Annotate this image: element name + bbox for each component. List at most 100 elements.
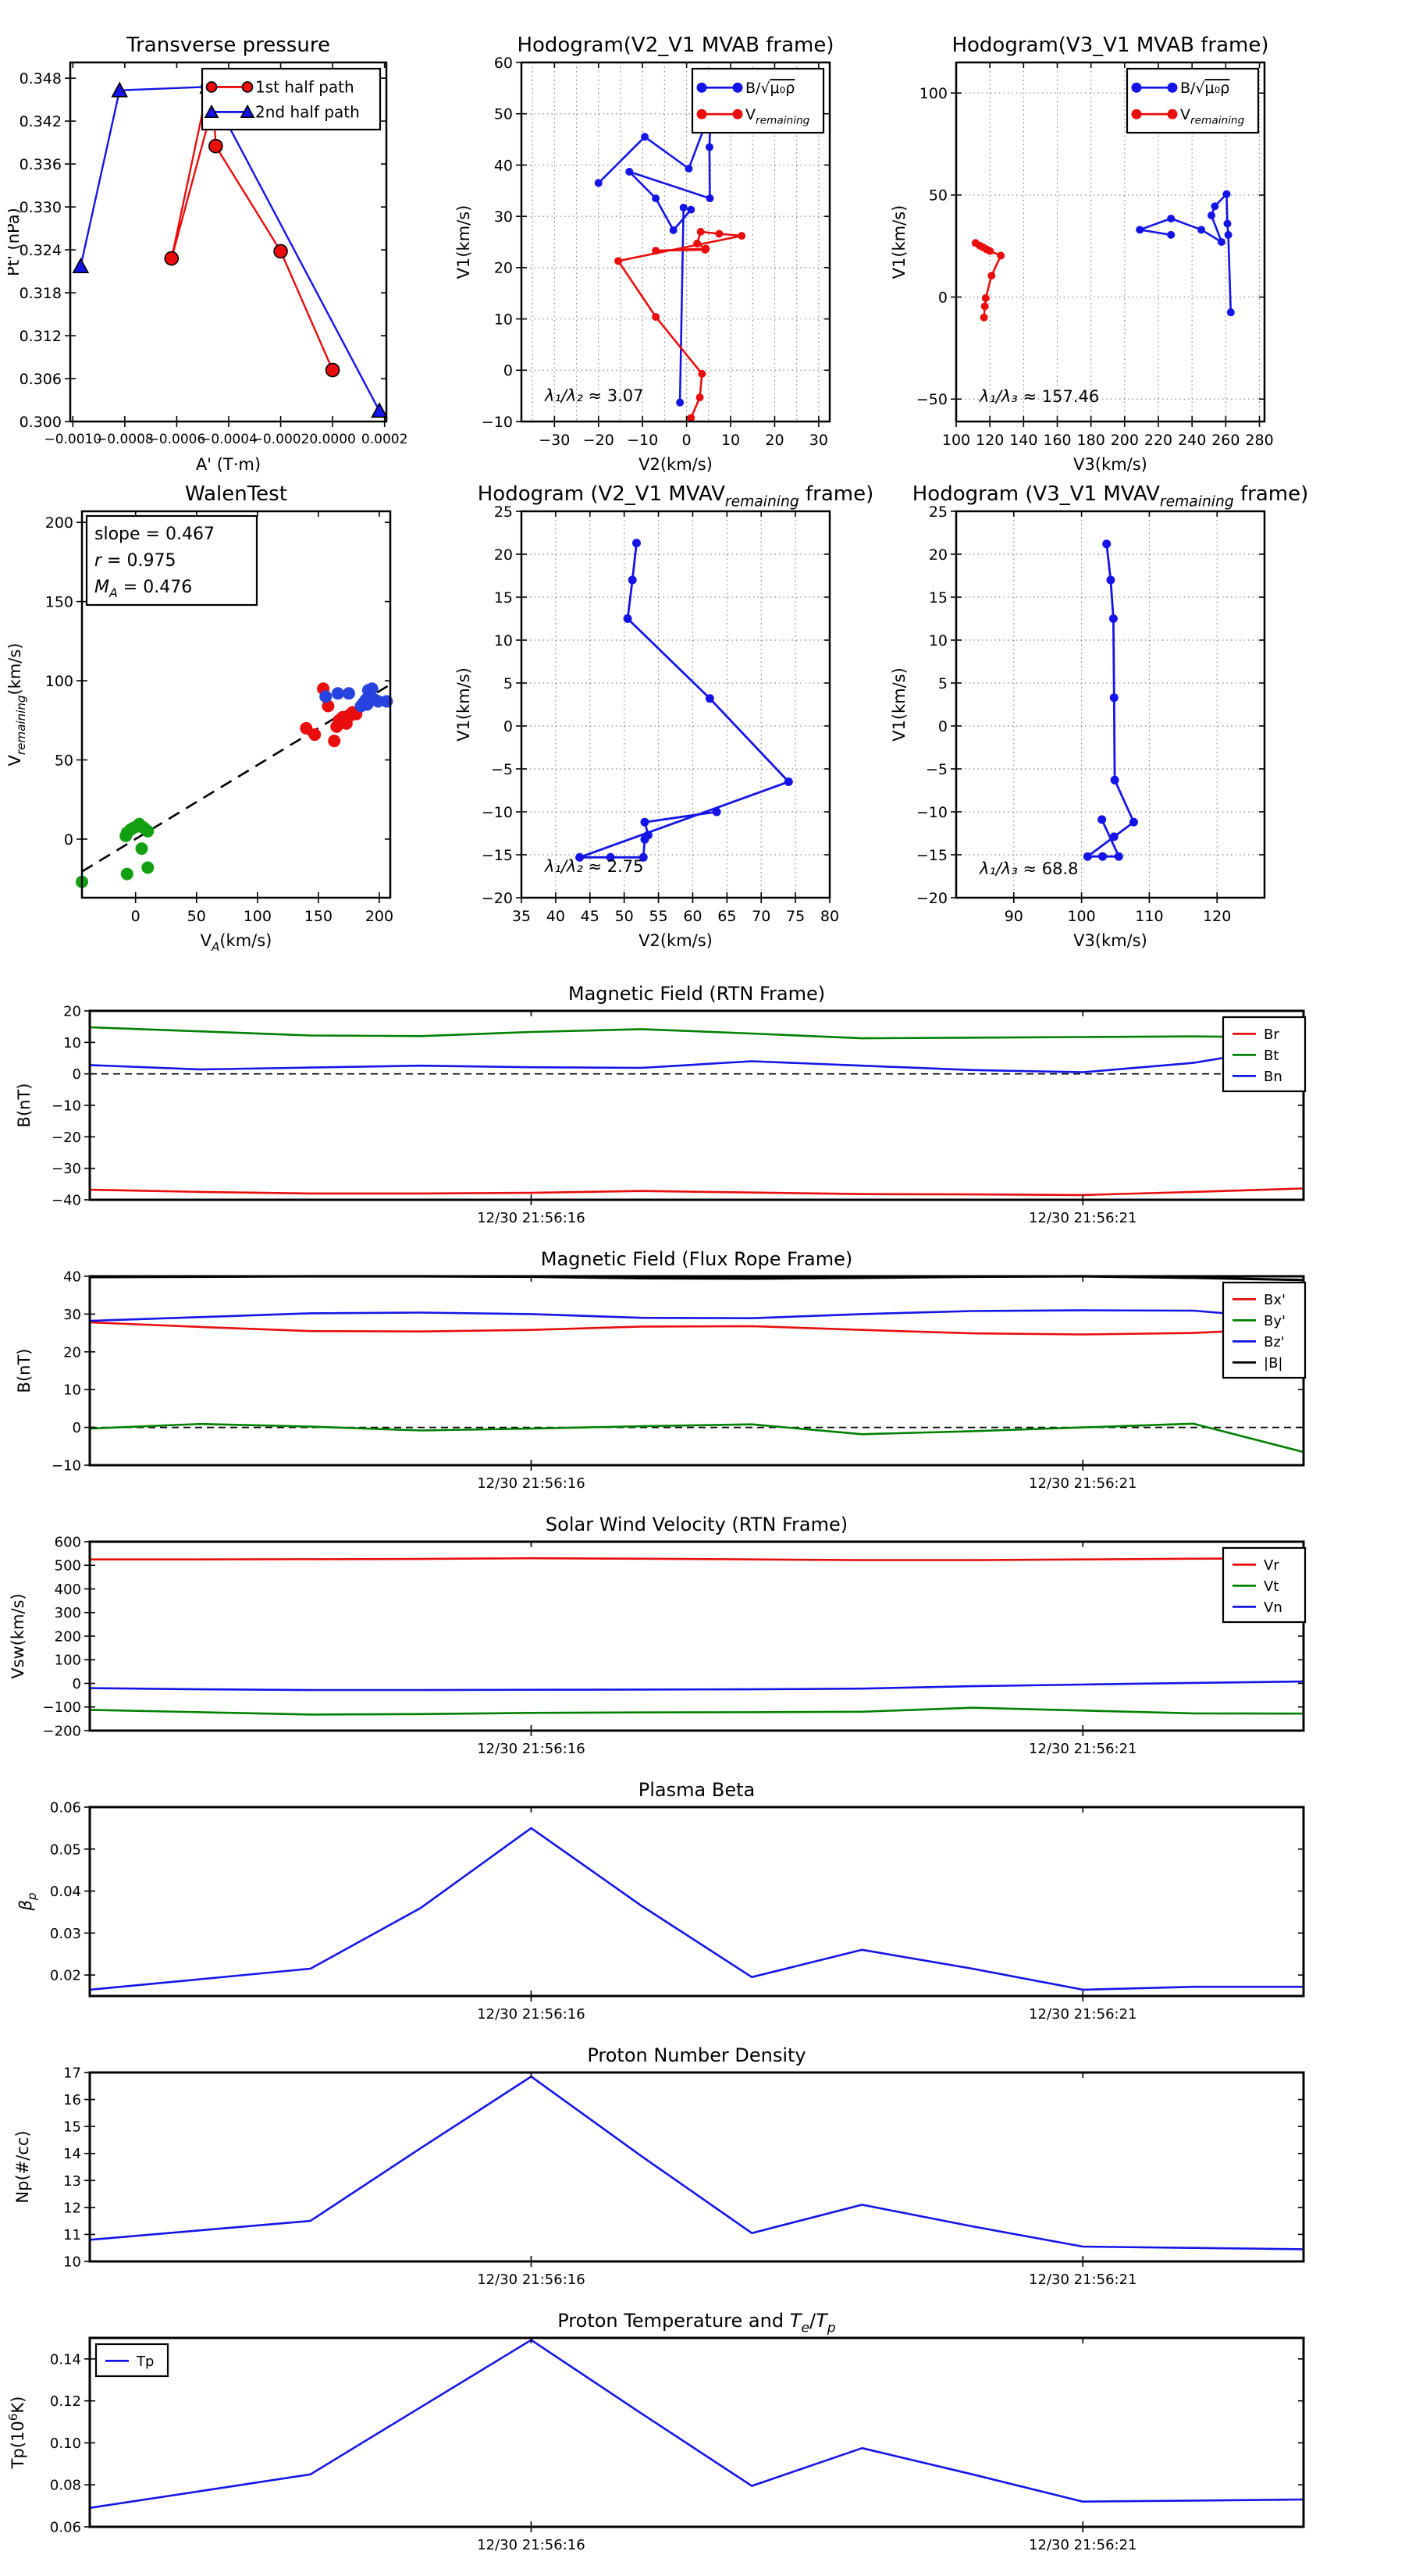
x-tick-label: −30 [539,432,570,449]
series-B/sqrt(mu0 rho) [594,106,715,407]
panel-proton-temperature: 12/30 21:56:16 12/30 21:56:21 0.06 0.08 0.10… [6,2310,1305,2553]
x-tick-label: 60 [683,908,702,925]
axes-frame [88,2071,1305,2263]
panel-velocity-rtn: 12/30 21:56:16 12/30 21:56:21 −200 −100 0 100… [9,1514,1307,1757]
y-tick-label: 100 [55,1653,81,1669]
x-tick-label: 12/30 21:56:21 [1029,2537,1136,2553]
series-V remaining [614,227,746,422]
panel-title: Hodogram(V2_V1 MVAB frame) [517,34,834,57]
annotation: λ₁/λ₃ ≈ 68.8 [979,859,1079,878]
y-tick-label: 50 [494,106,513,123]
x-tick-label: −20 [583,432,614,449]
x-tick-label: 55 [649,908,667,925]
panel-title: Proton Temperature and Te/Tp [557,2310,836,2336]
y-axis-label: Tp(106K) [6,2396,27,2470]
x-tick-label: 45 [581,908,599,925]
y-tick-label: 0.03 [50,1926,81,1942]
x-tick-label: 80 [820,908,839,925]
x-tick-label: 0 [682,432,692,449]
y-tick-label: 25 [494,503,513,521]
y-tick-label: −10 [52,1457,81,1474]
legend-label: B/√μ₀ρ [1180,80,1229,97]
axes-frame [955,510,1266,899]
x-tick-label: 50 [615,908,634,925]
x-tick-label: 20 [765,432,784,449]
panel-mag-fluxrope: 12/30 21:56:16 12/30 21:56:21 −10 0 10 20 30 40… [15,1248,1307,1492]
y-tick-label: 15 [63,2119,81,2136]
x-tick-label: 280 [1245,432,1273,449]
y-tick-label: 200 [55,1628,81,1645]
y-tick-label: 0.348 [20,70,62,87]
stats-line: slope = 0.467 [94,525,215,544]
x-tick-label: 240 [1178,432,1206,449]
legend: B/√μ₀ρ Vremaining [1126,67,1260,134]
y-tick-label: 17 [63,2065,81,2081]
y-tick-label: 60 [494,55,513,72]
y-tick-label: 30 [494,208,513,226]
axes-frame [955,61,1266,423]
x-tick-label: 0.0000 [309,432,355,447]
y-axis-label: Vsw(km/s) [9,1593,27,1679]
legend: B/√μ₀ρ Vremaining [691,67,825,134]
stats-box: slope = 0.467 r = 0.975 MA = 0.476 [85,514,258,607]
panel-proton-density: 12/30 21:56:16 12/30 21:56:21 10 11 12 13 14 15… [13,2044,1305,2288]
series-Bn [89,1043,1304,1073]
x-tick-label: 180 [1077,432,1105,449]
y-tick-label: 0.04 [50,1884,81,1900]
legend-label: Vremaining [1180,106,1245,126]
x-tick-label: 12/30 21:56:21 [1029,1741,1136,1757]
x-tick-label: −10 [627,432,658,449]
legend-label: B/√μ₀ρ [745,80,795,97]
panel-hodogram-v2v1-mvav: 35 40 45 50 55 60 65 70 75 80 −20 −15 −10 −5 0 5 10 15 20 2… [454,482,873,950]
y-tick-label: 0.05 [50,1841,81,1858]
y-tick-label: 5 [503,675,513,692]
x-tick-label: 12/30 21:56:16 [477,2272,585,2288]
x-axis-label: A' (T·m) [196,455,261,474]
y-tick-label: 40 [494,157,513,174]
y-tick-label: 0.330 [20,199,62,216]
x-axis-label: V3(km/s) [1073,455,1147,474]
y-tick-label: 0.312 [20,328,62,345]
y-tick-label: 0.06 [50,2519,81,2535]
x-tick-label: 75 [786,908,805,925]
panel-title: Hodogram (V3_V1 MVAVremaining frame) [912,482,1309,510]
y-tick-label: −5 [491,761,513,778]
y-tick-label: 0.318 [20,285,62,302]
x-tick-label: 200 [1111,432,1139,449]
legend-label: Vt [1264,1578,1279,1595]
y-tick-label: −10 [52,1098,81,1114]
x-axis-label: VA(km/s) [201,931,272,954]
legend-label: |B| [1264,1355,1282,1372]
y-tick-label: 20 [494,546,513,564]
series-Vn [89,1680,1304,1692]
legend-label: Br [1264,1026,1279,1043]
y-tick-label: 500 [55,1558,81,1574]
series-Bt [89,1026,1304,1040]
y-axis-label: B(nT) [15,1083,34,1128]
series-Vt [89,1706,1304,1716]
series-V path [575,539,793,862]
x-tick-label: 220 [1144,432,1172,449]
x-tick-label: 0 [131,908,140,925]
legend-label: Bx' [1264,1292,1286,1308]
legend: 1st half path 2nd half path [201,67,382,131]
series-red-points [300,682,363,748]
series-Vr [90,1557,1304,1561]
x-axis-label: V3(km/s) [1073,931,1147,950]
series-Bx' [89,1321,1304,1336]
legend-label: Vr [1264,1557,1279,1574]
series-V path [1083,539,1138,861]
x-axis-label: V2(km/s) [638,931,713,950]
x-tick-label: 50 [187,908,206,925]
panel-hodogram-v3v1-mvav: 90 100 110 120 −20 −15 −10 −5 0 5 10 15 20 25Hodogram… [890,482,1309,950]
legend: Tp [94,2343,169,2378]
y-tick-label: 12 [63,2200,81,2216]
x-tick-label: −0.0010 [44,432,101,447]
y-tick-label: 14 [63,2146,81,2162]
panel-title: Transverse pressure [126,34,330,57]
y-tick-label: −30 [52,1161,81,1177]
y-tick-label: 100 [919,85,948,102]
legend-label: Vn [1264,1599,1282,1616]
legend-label: 1st half path [255,78,354,97]
